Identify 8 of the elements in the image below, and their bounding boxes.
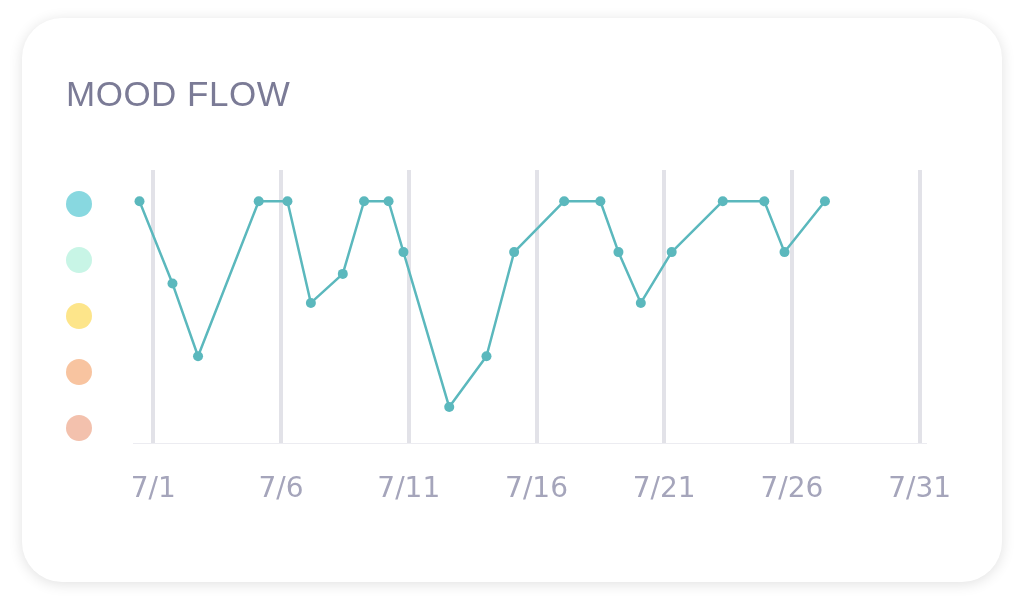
- x-tick-label: 7/1: [130, 471, 176, 505]
- x-tick-label: 7/11: [377, 471, 441, 505]
- x-tick-label: 7/21: [632, 471, 696, 505]
- x-tick-label: 7/31: [888, 471, 952, 505]
- x-tick-label: 7/26: [760, 471, 824, 505]
- chart-title: MOOD FLOW: [66, 74, 291, 114]
- x-tick-label: 7/6: [258, 471, 304, 505]
- x-tick-label: 7/16: [505, 471, 568, 505]
